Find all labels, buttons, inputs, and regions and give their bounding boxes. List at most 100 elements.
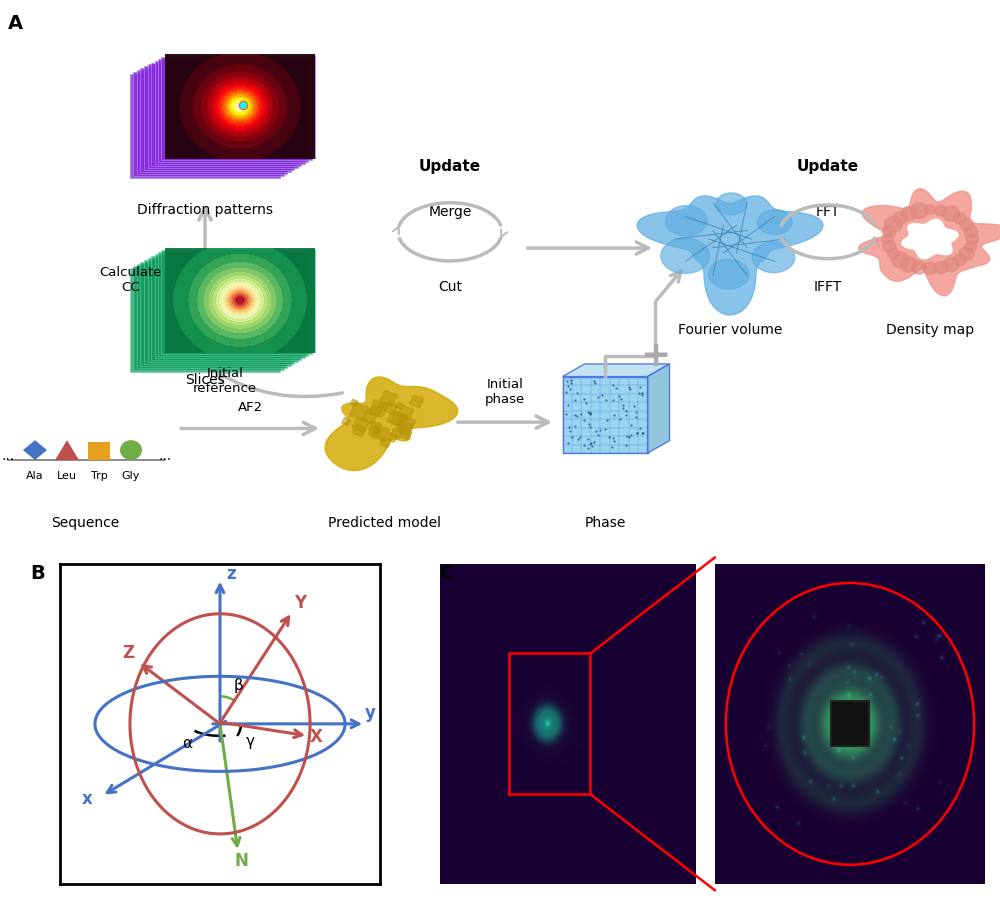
Text: Trp: Trp — [91, 471, 107, 481]
Text: y: y — [365, 704, 376, 722]
Bar — [130, 269, 280, 373]
Text: +: + — [640, 339, 670, 373]
Polygon shape — [397, 416, 416, 432]
Text: Cut: Cut — [438, 280, 462, 294]
Circle shape — [120, 440, 142, 460]
Bar — [137, 264, 287, 368]
Polygon shape — [396, 402, 403, 410]
Polygon shape — [891, 252, 909, 268]
Polygon shape — [369, 400, 388, 417]
Polygon shape — [397, 405, 414, 420]
Text: Diffraction patterns: Diffraction patterns — [137, 203, 273, 217]
Polygon shape — [23, 440, 47, 460]
Bar — [154, 60, 304, 164]
Text: γ: γ — [246, 734, 255, 749]
Polygon shape — [959, 247, 974, 261]
Polygon shape — [362, 411, 377, 424]
Text: B: B — [30, 564, 45, 583]
Polygon shape — [666, 206, 707, 236]
Text: N: N — [234, 852, 248, 870]
Text: Merge: Merge — [428, 205, 472, 219]
Polygon shape — [885, 216, 902, 232]
Polygon shape — [391, 412, 408, 428]
Text: x: x — [82, 790, 93, 808]
Polygon shape — [342, 418, 350, 425]
Polygon shape — [55, 440, 79, 460]
Polygon shape — [960, 218, 974, 230]
Bar — [144, 67, 294, 170]
Text: Y: Y — [294, 594, 306, 612]
Polygon shape — [758, 209, 792, 235]
Text: z: z — [226, 565, 236, 583]
Polygon shape — [965, 242, 977, 252]
Polygon shape — [371, 425, 389, 441]
Polygon shape — [368, 421, 382, 433]
Polygon shape — [637, 196, 823, 315]
Text: Gly: Gly — [122, 471, 140, 481]
Polygon shape — [934, 262, 948, 273]
Polygon shape — [901, 207, 917, 220]
Bar — [161, 57, 312, 161]
Polygon shape — [954, 254, 966, 265]
Polygon shape — [387, 410, 404, 426]
Polygon shape — [887, 248, 899, 259]
Bar — [151, 256, 301, 360]
Bar — [133, 266, 284, 370]
Polygon shape — [902, 219, 958, 259]
Polygon shape — [380, 391, 397, 407]
Text: ...: ... — [158, 448, 172, 463]
Polygon shape — [353, 425, 366, 437]
Polygon shape — [953, 213, 966, 224]
Polygon shape — [384, 402, 398, 415]
Polygon shape — [882, 226, 896, 237]
Polygon shape — [900, 257, 917, 272]
Polygon shape — [935, 205, 947, 216]
Text: Z: Z — [122, 644, 134, 662]
Polygon shape — [716, 193, 746, 215]
Bar — [562, 377, 648, 453]
Polygon shape — [648, 364, 669, 453]
Bar — [148, 64, 298, 168]
Polygon shape — [859, 189, 1000, 296]
Bar — [165, 248, 315, 352]
Bar — [831, 702, 869, 746]
Polygon shape — [387, 433, 397, 442]
Text: C: C — [440, 564, 454, 583]
Bar — [154, 254, 304, 358]
Text: Density map: Density map — [886, 323, 974, 337]
Polygon shape — [391, 428, 402, 438]
Bar — [144, 261, 294, 364]
Polygon shape — [943, 206, 960, 221]
Polygon shape — [351, 400, 358, 406]
Bar — [509, 653, 590, 795]
Text: X: X — [310, 728, 323, 746]
Polygon shape — [708, 260, 749, 289]
Polygon shape — [562, 364, 669, 377]
Text: Fourier volume: Fourier volume — [678, 323, 782, 337]
Polygon shape — [893, 212, 907, 225]
Polygon shape — [370, 406, 382, 417]
Bar — [140, 262, 290, 366]
Polygon shape — [325, 377, 458, 471]
Text: Leu: Leu — [57, 471, 77, 481]
Text: Calculate
CC: Calculate CC — [99, 265, 161, 294]
Polygon shape — [882, 241, 896, 253]
Polygon shape — [964, 226, 978, 237]
Bar — [158, 59, 308, 162]
Text: Slices: Slices — [185, 373, 225, 387]
Bar — [148, 258, 298, 362]
Text: ...: ... — [1, 448, 15, 463]
Polygon shape — [352, 418, 369, 433]
Polygon shape — [378, 402, 386, 409]
Polygon shape — [924, 205, 936, 215]
Text: Sequence: Sequence — [51, 516, 119, 530]
Text: Update: Update — [419, 160, 481, 174]
Text: Phase: Phase — [584, 516, 626, 530]
Text: Update: Update — [797, 160, 859, 174]
Text: FFT: FFT — [816, 205, 840, 219]
Text: β: β — [234, 677, 244, 693]
Polygon shape — [910, 203, 928, 218]
Polygon shape — [410, 395, 424, 408]
Polygon shape — [661, 238, 710, 273]
Polygon shape — [912, 261, 926, 274]
